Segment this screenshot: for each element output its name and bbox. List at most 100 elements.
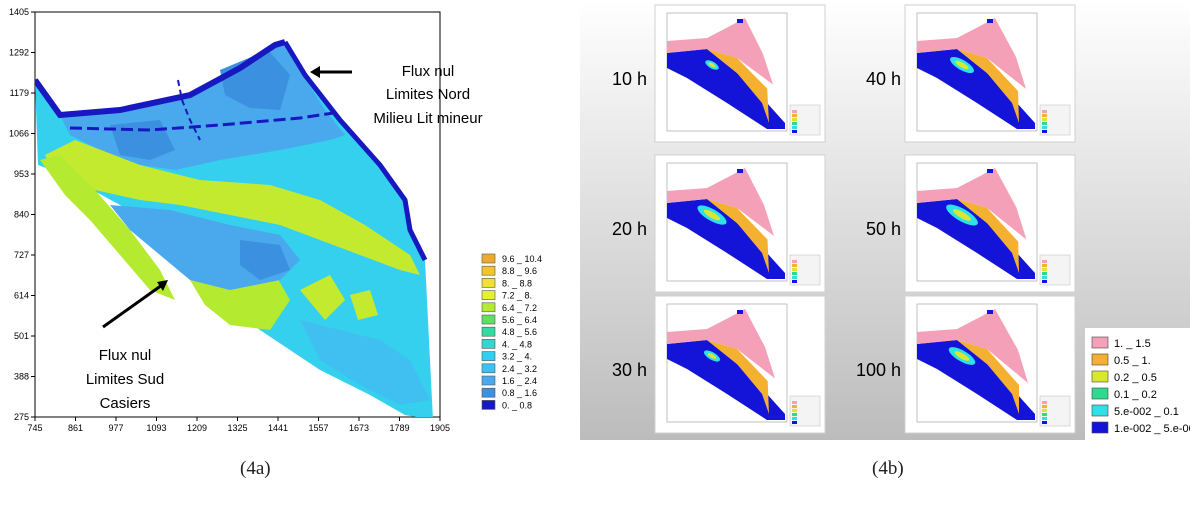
region-orange bbox=[957, 340, 1019, 414]
y-tick-label: 388 bbox=[14, 372, 29, 382]
region-pink bbox=[667, 18, 773, 85]
legend-swatch bbox=[1091, 421, 1109, 434]
mini-legend-swatch bbox=[792, 126, 797, 129]
time-label: 30 h bbox=[612, 360, 647, 380]
mini-legend-swatch bbox=[1042, 268, 1047, 271]
legend-swatch bbox=[1091, 370, 1109, 383]
region-pink bbox=[917, 309, 1028, 383]
legend-label: 7.2 _ 8. bbox=[502, 291, 532, 301]
annotation-south-line-1: Flux nul bbox=[99, 347, 152, 364]
legend-label: 4.8 _ 5.6 bbox=[502, 327, 537, 337]
mini-legend-swatch bbox=[1042, 405, 1047, 408]
x-tick-label: 1557 bbox=[308, 423, 328, 433]
y-tick-label: 1179 bbox=[10, 88, 29, 98]
panels-4b: 10 h 40 h 20 h 50 h 30 h 100 h bbox=[612, 4, 1076, 434]
region-orange bbox=[707, 199, 769, 273]
legend-swatch bbox=[1091, 387, 1109, 400]
x-tick-label: 1673 bbox=[349, 423, 369, 433]
mini-legend-swatch bbox=[1042, 264, 1047, 267]
legend-swatch bbox=[481, 265, 496, 276]
chart-4a: Flux nul Limites Nord Milieu Lit mineur … bbox=[9, 7, 542, 433]
region-dark-blue bbox=[917, 199, 1035, 279]
legend-swatch bbox=[481, 290, 496, 300]
x-tick-label: 1441 bbox=[268, 423, 288, 433]
legend-swatch bbox=[481, 253, 496, 264]
legend-label: 6.4 _ 7.2 bbox=[502, 303, 537, 313]
region-yellow bbox=[708, 62, 716, 68]
legend-label: 0.8 _ 1.6 bbox=[502, 388, 537, 398]
legend-label: 0.1 _ 0.2 bbox=[1114, 389, 1157, 401]
region-yellow bbox=[707, 353, 717, 359]
region-orange bbox=[957, 49, 1019, 123]
mini-legend-swatch bbox=[1042, 114, 1047, 117]
time-panel: 30 h bbox=[612, 295, 826, 434]
mini-legend-swatch bbox=[1042, 280, 1047, 283]
mini-legend-swatch bbox=[1042, 260, 1047, 263]
mini-legend-swatch bbox=[792, 122, 797, 125]
region-dark-blue-tip bbox=[987, 169, 993, 173]
x-tick-label: 1209 bbox=[187, 423, 207, 433]
y-tick-label: 275 bbox=[14, 412, 29, 422]
time-label: 10 h bbox=[612, 69, 647, 89]
annotation-north-line-1: Flux nul bbox=[402, 63, 455, 80]
time-label: 20 h bbox=[612, 219, 647, 239]
legend-label: 4. _ 4.8 bbox=[502, 339, 532, 349]
region-yellow bbox=[954, 351, 970, 361]
region-orange bbox=[957, 199, 1019, 273]
legend-4b: 1. _ 1.5 0.5 _ 1. 0.2 _ 0.5 0.1 _ 0.2 5.e-00… bbox=[1085, 328, 1190, 440]
region-dark-blue bbox=[667, 340, 785, 420]
time-panel: 100 h bbox=[856, 295, 1076, 434]
legend-swatch bbox=[481, 387, 496, 398]
x-tick-label: 1789 bbox=[389, 423, 409, 433]
legend-label: 1. _ 1.5 bbox=[1114, 338, 1151, 350]
legend-swatch bbox=[481, 278, 496, 288]
region-orange bbox=[707, 49, 769, 123]
mini-legend-swatch bbox=[792, 421, 797, 424]
x-tick-label: 745 bbox=[27, 423, 42, 433]
mini-legend-swatch bbox=[792, 413, 797, 416]
legend-label: 1.e-002 _ 5.e-00 bbox=[1114, 423, 1190, 435]
region-dark-blue-tip bbox=[737, 169, 743, 173]
legend-label: 5.e-002 _ 0.1 bbox=[1114, 406, 1179, 418]
region-dark-blue-tip bbox=[987, 310, 993, 314]
region-dark-blue bbox=[667, 49, 785, 129]
x-tick-label: 1093 bbox=[146, 423, 166, 433]
legend-label: 2.4 _ 3.2 bbox=[502, 364, 537, 374]
mini-legend-swatch bbox=[1042, 401, 1047, 404]
legend-label: 5.6 _ 6.4 bbox=[502, 315, 537, 325]
mini-legend-swatch bbox=[792, 280, 797, 283]
region-dark-blue-tip bbox=[737, 310, 743, 314]
time-panel: 10 h bbox=[612, 4, 826, 143]
mini-legend-swatch bbox=[1042, 122, 1047, 125]
axes-4a: 745 861 977 1093 1209 1325 1441 1557 1673 1789 190… bbox=[9, 7, 450, 433]
y-tick-label: 1066 bbox=[9, 129, 29, 139]
mini-legend-swatch bbox=[1042, 110, 1047, 113]
mini-legend-swatch bbox=[1042, 409, 1047, 412]
legend-swatch bbox=[1091, 353, 1109, 366]
annotation-south-line-2: Limites Sud bbox=[86, 371, 164, 388]
caption-4a: (4a) bbox=[240, 458, 271, 479]
y-tick-label: 1292 bbox=[9, 48, 29, 58]
legend-swatch bbox=[1091, 404, 1109, 417]
mini-legend-swatch bbox=[792, 260, 797, 263]
mini-legend-swatch bbox=[792, 264, 797, 267]
legend-label: 9.6 _ 10.4 bbox=[502, 254, 542, 264]
x-tick-label: 1325 bbox=[227, 423, 247, 433]
y-tick-label: 614 bbox=[14, 291, 29, 301]
legend-swatch bbox=[481, 314, 496, 325]
region-yellow bbox=[953, 209, 971, 221]
legend-swatch bbox=[481, 302, 496, 313]
region-dark-blue-tip bbox=[987, 19, 993, 23]
mini-legend-swatch bbox=[792, 276, 797, 279]
time-label: 100 h bbox=[856, 360, 901, 380]
legend-swatch bbox=[481, 339, 496, 349]
region-orange bbox=[707, 340, 769, 414]
legend-swatch bbox=[481, 326, 496, 337]
mini-legend-swatch bbox=[792, 114, 797, 117]
mini-legend-swatch bbox=[792, 118, 797, 121]
mini-legend-swatch bbox=[1042, 118, 1047, 121]
x-tick-label: 977 bbox=[108, 423, 123, 433]
mini-legend-swatch bbox=[792, 130, 797, 133]
legend-swatch bbox=[481, 351, 496, 361]
legend-label: 3.2 _ 4. bbox=[502, 352, 532, 362]
